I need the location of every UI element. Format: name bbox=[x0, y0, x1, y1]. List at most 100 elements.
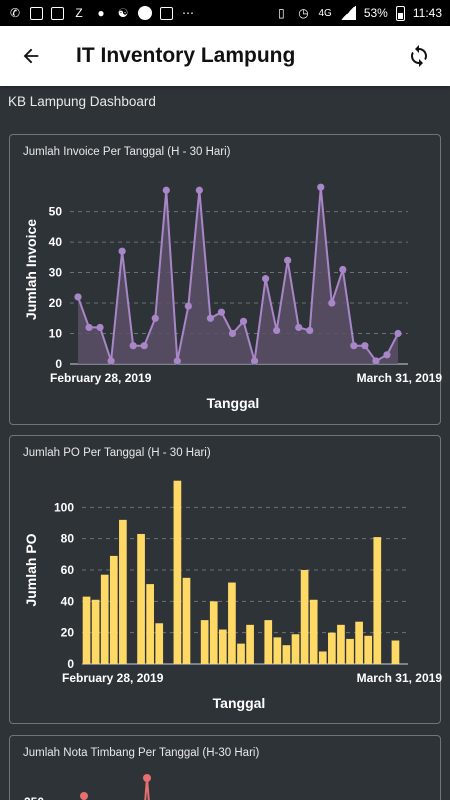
y-tick-label: 0 bbox=[67, 657, 74, 671]
bar bbox=[91, 599, 100, 664]
bar bbox=[391, 640, 400, 664]
data-point bbox=[295, 323, 303, 332]
app-bar: IT Inventory Lampung bbox=[0, 26, 450, 86]
y-tick-label: 20 bbox=[49, 296, 63, 310]
data-point bbox=[80, 792, 88, 800]
bar bbox=[318, 651, 327, 664]
bar bbox=[137, 533, 145, 664]
circle-app-icon bbox=[138, 6, 152, 20]
data-point bbox=[339, 265, 347, 274]
bar bbox=[209, 601, 218, 664]
battery-percent: 53% bbox=[363, 6, 388, 20]
y-tick-label: 50 bbox=[49, 205, 63, 219]
data-point bbox=[217, 308, 226, 316]
data-point bbox=[306, 326, 314, 335]
bar bbox=[146, 584, 154, 664]
chart-title: Jumlah PO Per Tanggal (H - 30 Hari) bbox=[23, 447, 211, 459]
network-type: 4G bbox=[318, 7, 332, 19]
app-notification-icon: ● bbox=[97, 6, 105, 20]
y-tick-label: 30 bbox=[49, 266, 63, 280]
battery-icon bbox=[395, 5, 405, 21]
data-point bbox=[96, 323, 104, 332]
bar bbox=[246, 624, 254, 664]
data-point bbox=[162, 186, 170, 194]
z-app-icon: Z bbox=[75, 6, 83, 20]
y-tick-label: 60 bbox=[61, 563, 75, 577]
data-point bbox=[140, 342, 148, 350]
data-point bbox=[328, 299, 336, 307]
data-point bbox=[361, 342, 369, 350]
y-axis-title: Jumlah Invoice bbox=[23, 219, 39, 320]
bar bbox=[173, 480, 182, 664]
data-point bbox=[228, 329, 237, 338]
data-point bbox=[129, 342, 137, 350]
data-point bbox=[184, 302, 192, 310]
x-axis-title: Tanggal bbox=[207, 395, 260, 411]
chart-title: Jumlah Nota Timbang Per Tanggal (H-30 Ha… bbox=[23, 747, 260, 759]
y-tick-label: 10 bbox=[49, 327, 63, 341]
more-notifications-icon: ⋯ bbox=[182, 6, 194, 20]
bar bbox=[237, 643, 245, 664]
y-tick-label: 80 bbox=[61, 532, 75, 546]
bar bbox=[282, 645, 291, 664]
data-point bbox=[261, 275, 270, 283]
data-point bbox=[206, 314, 215, 322]
whatsapp-icon: ✆ bbox=[9, 6, 21, 20]
data-point bbox=[250, 357, 259, 365]
bar bbox=[82, 596, 91, 664]
back-button[interactable] bbox=[16, 41, 46, 71]
data-point bbox=[317, 183, 325, 191]
y-tick-label: 100 bbox=[54, 500, 74, 514]
bar bbox=[228, 582, 236, 664]
data-point bbox=[85, 323, 93, 332]
data-point bbox=[372, 357, 380, 365]
clock: 11:43 bbox=[412, 6, 442, 20]
data-point bbox=[394, 329, 402, 338]
arrow-left-icon bbox=[23, 48, 39, 64]
data-point bbox=[173, 357, 181, 365]
bar bbox=[182, 577, 191, 664]
y-tick-label: 250 bbox=[24, 795, 44, 800]
chart-title: Jumlah Invoice Per Tanggal (H - 30 Hari) bbox=[23, 146, 231, 158]
data-point bbox=[350, 342, 358, 350]
bar bbox=[200, 620, 209, 664]
bar bbox=[346, 638, 354, 664]
alarm-icon: ◷ bbox=[298, 6, 309, 20]
x-tick-label-end: March 31, 2019 bbox=[357, 671, 442, 685]
dashboard-title: KB Lampung Dashboard bbox=[8, 94, 156, 109]
bar bbox=[364, 635, 373, 664]
y-tick-label: 40 bbox=[49, 235, 63, 249]
data-point bbox=[151, 314, 159, 322]
vibrate-icon: ▯ bbox=[278, 6, 285, 20]
po-chart: 0 20 40 60 80 100 February 28, 2019 March 31, 2… bbox=[23, 480, 442, 711]
data-point bbox=[107, 357, 115, 365]
bar bbox=[155, 623, 164, 664]
bar bbox=[328, 632, 336, 664]
data-point bbox=[118, 247, 126, 255]
bar bbox=[273, 637, 282, 664]
data-point bbox=[383, 351, 391, 359]
status-bar: ✆ Z ● ☯ ⋯ ▯ ◷ 4G 53% 11:43 bbox=[0, 0, 450, 26]
data-point bbox=[273, 326, 281, 335]
bar bbox=[109, 555, 118, 664]
bar bbox=[309, 599, 318, 664]
bar bbox=[291, 634, 300, 664]
x-tick-label-start: February 28, 2019 bbox=[50, 371, 152, 385]
invoice-chart-card: Jumlah Invoice Per Tanggal (H - 30 Hari)… bbox=[9, 134, 442, 425]
x-tick-label-end: March 31, 2019 bbox=[357, 371, 442, 385]
invoice-chart: 0 10 20 30 40 50 February 28, 2019 March 31, 20… bbox=[23, 183, 442, 411]
bar bbox=[264, 620, 273, 664]
page-title: IT Inventory Lampung bbox=[76, 44, 296, 67]
y-tick-label: 0 bbox=[55, 357, 62, 371]
facebook-icon bbox=[30, 6, 43, 20]
y-tick-label: 40 bbox=[61, 594, 75, 608]
bar bbox=[100, 574, 109, 664]
bar bbox=[337, 624, 345, 664]
bar bbox=[355, 621, 363, 664]
data-point bbox=[284, 256, 292, 264]
nota-timbang-chart-card: Jumlah Nota Timbang Per Tanggal (H-30 Ha… bbox=[9, 735, 441, 800]
refresh-button[interactable] bbox=[404, 41, 434, 71]
bar bbox=[119, 519, 127, 664]
x-axis-title: Tanggal bbox=[213, 695, 266, 711]
nota-timbang-chart: 250 bbox=[24, 774, 151, 800]
